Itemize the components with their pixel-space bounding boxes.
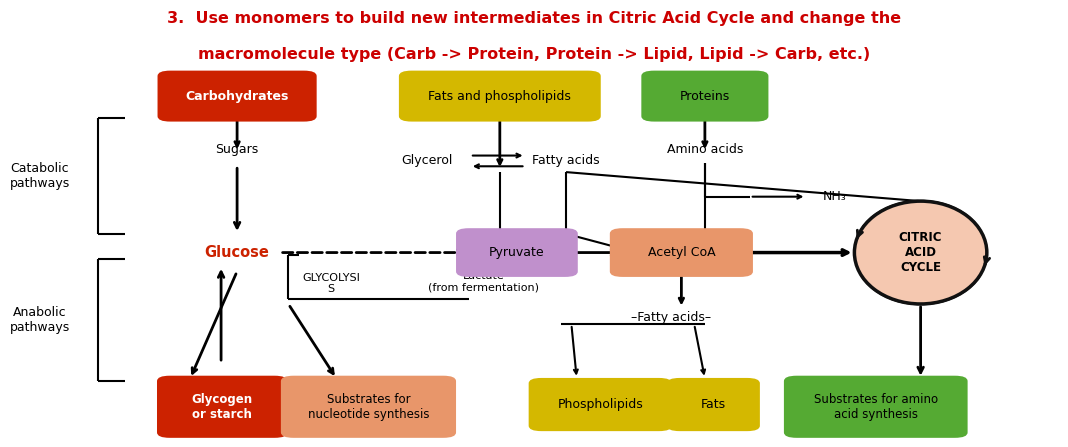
- Text: macromolecule type (Carb -> Protein, Protein -> Lipid, Lipid -> Carb, etc.): macromolecule type (Carb -> Protein, Pro…: [198, 47, 870, 62]
- FancyBboxPatch shape: [158, 71, 316, 122]
- Text: Glycogen
or starch: Glycogen or starch: [191, 393, 253, 421]
- FancyBboxPatch shape: [641, 71, 769, 122]
- Text: Fats and phospholipids: Fats and phospholipids: [428, 89, 571, 103]
- Text: CITRIC
ACID
CYCLE: CITRIC ACID CYCLE: [899, 231, 942, 274]
- FancyBboxPatch shape: [157, 375, 287, 438]
- Text: Catabolic
pathways: Catabolic pathways: [10, 162, 69, 190]
- Ellipse shape: [854, 201, 987, 304]
- FancyBboxPatch shape: [281, 375, 456, 438]
- Text: Sugars: Sugars: [216, 143, 258, 156]
- Text: GLYCOLYSI
S: GLYCOLYSI S: [302, 273, 360, 294]
- FancyBboxPatch shape: [456, 228, 578, 277]
- Text: Glucose: Glucose: [205, 245, 269, 260]
- FancyBboxPatch shape: [610, 228, 753, 277]
- Text: –Fatty acids–: –Fatty acids–: [630, 311, 711, 324]
- Text: Amino acids: Amino acids: [666, 143, 743, 156]
- Text: Proteins: Proteins: [679, 89, 731, 103]
- FancyBboxPatch shape: [784, 375, 968, 438]
- FancyBboxPatch shape: [529, 378, 672, 431]
- Text: 3.  Use monomers to build new intermediates in Citric Acid Cycle and change the: 3. Use monomers to build new intermediat…: [167, 11, 901, 26]
- Text: Anabolic
pathways: Anabolic pathways: [10, 306, 69, 334]
- Text: Substrates for amino
acid synthesis: Substrates for amino acid synthesis: [814, 393, 938, 421]
- Text: Pyruvate: Pyruvate: [489, 246, 545, 259]
- Text: NH₃: NH₃: [822, 190, 846, 203]
- Text: Carbohydrates: Carbohydrates: [186, 89, 288, 103]
- Text: Acetyl CoA: Acetyl CoA: [647, 246, 716, 259]
- FancyBboxPatch shape: [399, 71, 600, 122]
- Text: Phospholipids: Phospholipids: [557, 398, 643, 411]
- Text: Fatty acids: Fatty acids: [532, 154, 600, 168]
- Text: Fats: Fats: [701, 398, 726, 411]
- Text: Substrates for
nucleotide synthesis: Substrates for nucleotide synthesis: [308, 393, 429, 421]
- Text: Lactate
(from fermentation): Lactate (from fermentation): [428, 271, 539, 293]
- Text: Glycerol: Glycerol: [402, 154, 453, 168]
- FancyBboxPatch shape: [666, 378, 760, 431]
